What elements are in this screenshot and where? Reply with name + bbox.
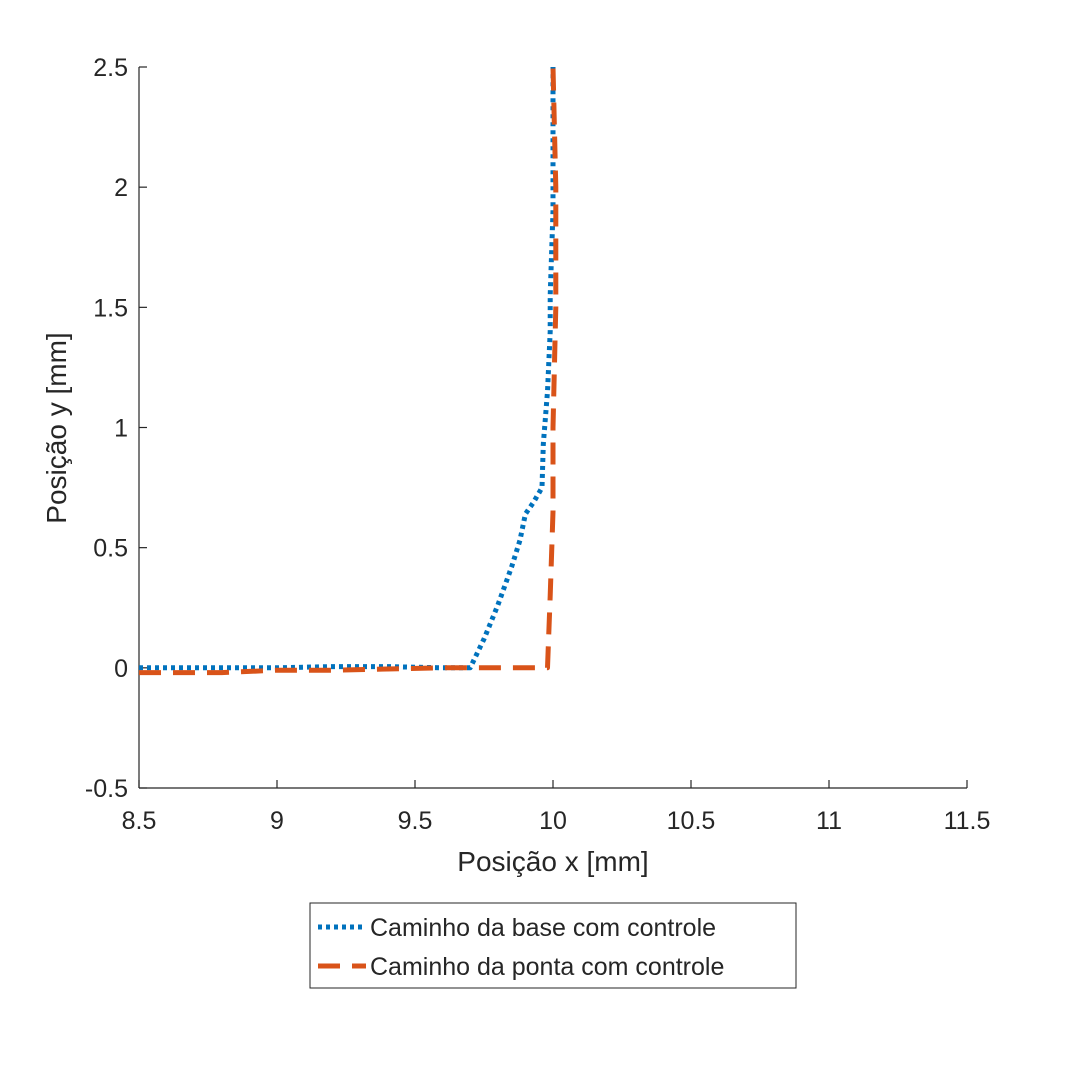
y-tick-label: 0 (114, 655, 128, 683)
y-tick-label: 1 (114, 415, 128, 443)
y-tick-label: 2 (114, 174, 128, 202)
series-line-2 (139, 66, 559, 676)
x-tick-label: 10 (539, 807, 567, 835)
y-tick-label: 2.5 (93, 54, 128, 82)
x-tick-label: 9 (270, 807, 284, 835)
x-axis-label: Posição x [mm] (457, 846, 648, 877)
y-tick-label: 1.5 (93, 294, 128, 322)
x-tick-label: 8.5 (122, 807, 157, 835)
legend-entry-1: Caminho da base com controle (370, 914, 716, 942)
x-tick-label: 10.5 (667, 807, 716, 835)
x-tick-label: 11.5 (944, 807, 991, 835)
series-line-1 (139, 67, 556, 671)
y-axis-label: Posição y [mm] (41, 332, 72, 523)
plot-area (139, 66, 559, 676)
legend-entry-2: Caminho da ponta com controle (370, 953, 724, 981)
x-tick-label: 11 (816, 807, 842, 835)
y-tick-label: 0.5 (93, 535, 128, 563)
axes: 8.5 9 9.5 10 10.5 11 11.5-0.500.511.522.5 (85, 54, 991, 835)
y-tick-label: -0.5 (85, 775, 128, 803)
x-tick-label: 9.5 (398, 807, 433, 835)
legend-box (309, 902, 797, 989)
legend: Caminho da base com controle Caminho da p… (309, 902, 797, 989)
